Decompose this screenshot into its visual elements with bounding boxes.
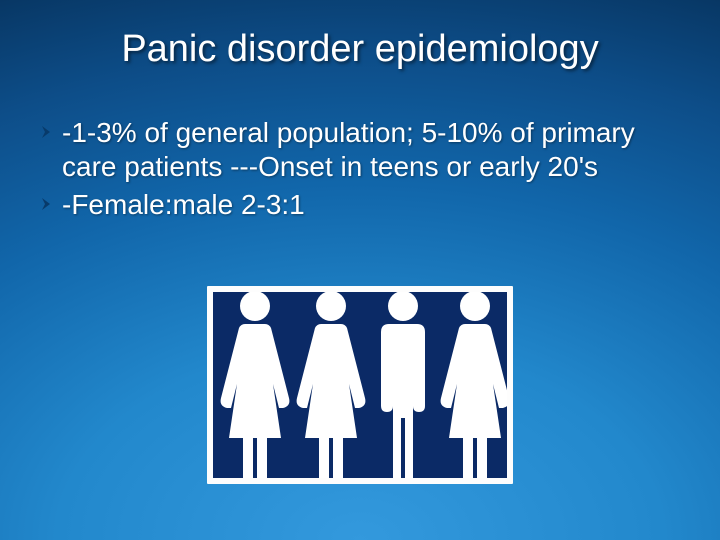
bullet-item: -Female:male 2-3:1	[40, 188, 680, 222]
figure-container	[0, 286, 720, 484]
chevron-right-icon	[40, 196, 56, 212]
female-icon	[217, 292, 293, 478]
bullet-text: -1-3% of general population; 5-10% of pr…	[62, 116, 680, 184]
bullet-item: -1-3% of general population; 5-10% of pr…	[40, 116, 680, 184]
female-icon	[293, 292, 369, 478]
chevron-right-icon	[40, 124, 56, 140]
male-icon	[369, 292, 437, 478]
people-figure	[207, 286, 513, 484]
slide-title: Panic disorder epidemiology	[0, 28, 720, 71]
female-icon	[437, 292, 507, 478]
bullet-text: -Female:male 2-3:1	[62, 188, 305, 222]
bullet-list: -1-3% of general population; 5-10% of pr…	[40, 116, 680, 226]
people-figure-inner	[213, 292, 507, 478]
